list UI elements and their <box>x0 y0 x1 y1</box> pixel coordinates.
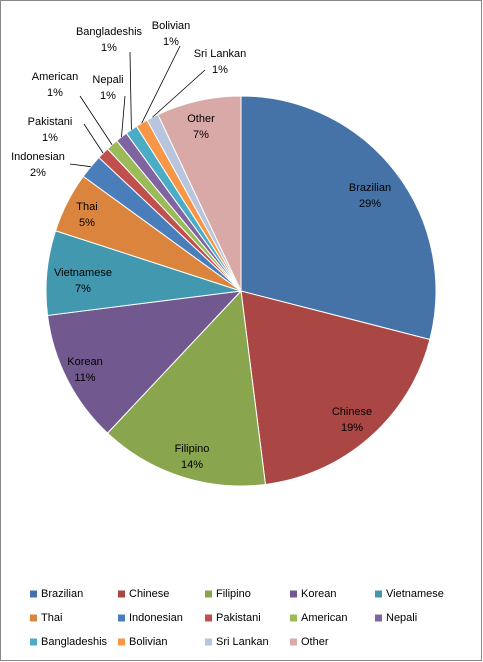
legend-label: Nepali <box>386 612 417 624</box>
data-label-value: 7% <box>75 283 91 295</box>
legend-label: Vietnamese <box>386 588 444 600</box>
legend-swatch <box>375 590 382 598</box>
legend-swatch <box>30 614 37 622</box>
data-label-name: Vietnamese <box>54 267 112 279</box>
data-label-value: 19% <box>341 422 363 434</box>
data-label-value: 29% <box>359 198 381 210</box>
legend-swatch <box>290 590 297 598</box>
leader-line <box>69 163 91 168</box>
leader-line <box>152 69 206 118</box>
data-label-name: Chinese <box>332 406 372 418</box>
legend-label: Sri Lankan <box>216 636 269 648</box>
pie-slice <box>157 95 242 292</box>
data-label-value: 2% <box>30 167 46 179</box>
legend-label: Bangladeshis <box>41 636 108 648</box>
data-label-value: 7% <box>193 129 209 141</box>
pie-slice <box>240 95 437 341</box>
data-label-value: 1% <box>163 36 179 48</box>
data-label-value: 1% <box>212 64 228 76</box>
leader-line <box>141 45 181 124</box>
legend-label: Brazilian <box>41 588 83 600</box>
legend-label: Other <box>301 636 329 648</box>
data-label-name: Filipino <box>175 443 210 455</box>
data-label-name: American <box>32 71 78 83</box>
pie-slice <box>106 289 266 487</box>
data-label-name: Nepali <box>92 74 123 86</box>
leader-line <box>83 123 104 154</box>
legend-swatch <box>118 590 125 598</box>
legend-label: Chinese <box>129 588 169 600</box>
legend-swatch <box>30 638 37 646</box>
data-label-name: Thai <box>76 201 97 213</box>
data-label-name: Other <box>187 113 215 125</box>
leader-line <box>129 51 132 130</box>
data-label-name: Brazilian <box>349 182 391 194</box>
data-label-value: 5% <box>79 217 95 229</box>
data-label-value: 1% <box>42 132 58 144</box>
legend-swatch <box>375 614 382 622</box>
leader-line <box>121 95 126 137</box>
legend-swatch <box>30 590 37 598</box>
data-label-name: Sri Lankan <box>194 48 247 60</box>
legend-swatch <box>118 638 125 646</box>
leader-line <box>79 95 113 145</box>
data-label-value: 11% <box>74 372 95 384</box>
data-label-name: Bangladeshis <box>76 26 143 38</box>
legend-label: American <box>301 612 347 624</box>
legend-swatch <box>205 614 212 622</box>
legend-swatch <box>205 590 212 598</box>
data-label-value: 14% <box>181 459 203 471</box>
pie-slice <box>240 290 431 486</box>
data-label-value: 1% <box>101 42 117 54</box>
data-label-name: Indonesian <box>11 151 65 163</box>
data-label-value: 1% <box>47 87 63 99</box>
data-label-name: Korean <box>67 356 102 368</box>
legend-label: Thai <box>41 612 62 624</box>
legend-label: Filipino <box>216 588 251 600</box>
legend-label: Bolivian <box>129 636 168 648</box>
legend-swatch <box>290 614 297 622</box>
legend-swatch <box>290 638 297 646</box>
legend-swatch <box>118 614 125 622</box>
data-label-name: Bolivian <box>152 20 191 32</box>
legend-label: Indonesian <box>129 612 183 624</box>
pie-slice <box>46 290 243 434</box>
legend-swatch <box>205 638 212 646</box>
data-label-value: 1% <box>100 90 116 102</box>
legend-label: Korean <box>301 588 336 600</box>
data-label-name: Pakistani <box>28 116 73 128</box>
legend-label: Pakistani <box>216 612 261 624</box>
